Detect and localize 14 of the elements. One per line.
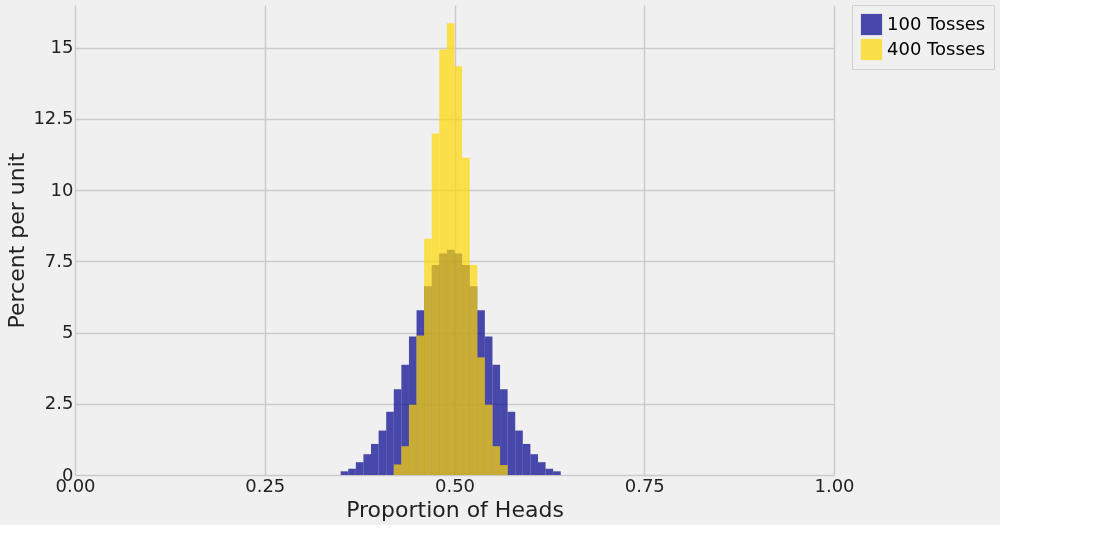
y-tick-label: 7.5 bbox=[44, 249, 74, 271]
x-axis-title: Proportion of Heads bbox=[346, 496, 564, 522]
y-tick-label: 2.5 bbox=[44, 392, 74, 414]
legend-label: 400 Tosses bbox=[887, 37, 986, 59]
y-tick-label: 5 bbox=[62, 321, 74, 343]
legend-label: 100 Tosses bbox=[887, 12, 986, 34]
x-tick-label: 0.75 bbox=[624, 474, 665, 496]
y-tick-label: 10 bbox=[50, 178, 74, 200]
y-axis-title: Percent per unit bbox=[4, 152, 30, 329]
y-tick-label: 15 bbox=[50, 36, 74, 58]
x-tick-label: 0.50 bbox=[434, 474, 476, 496]
x-tick-label: 1.00 bbox=[814, 474, 855, 496]
x-tick-label: 0.25 bbox=[245, 474, 286, 496]
y-tick-label: 12.5 bbox=[33, 107, 74, 129]
